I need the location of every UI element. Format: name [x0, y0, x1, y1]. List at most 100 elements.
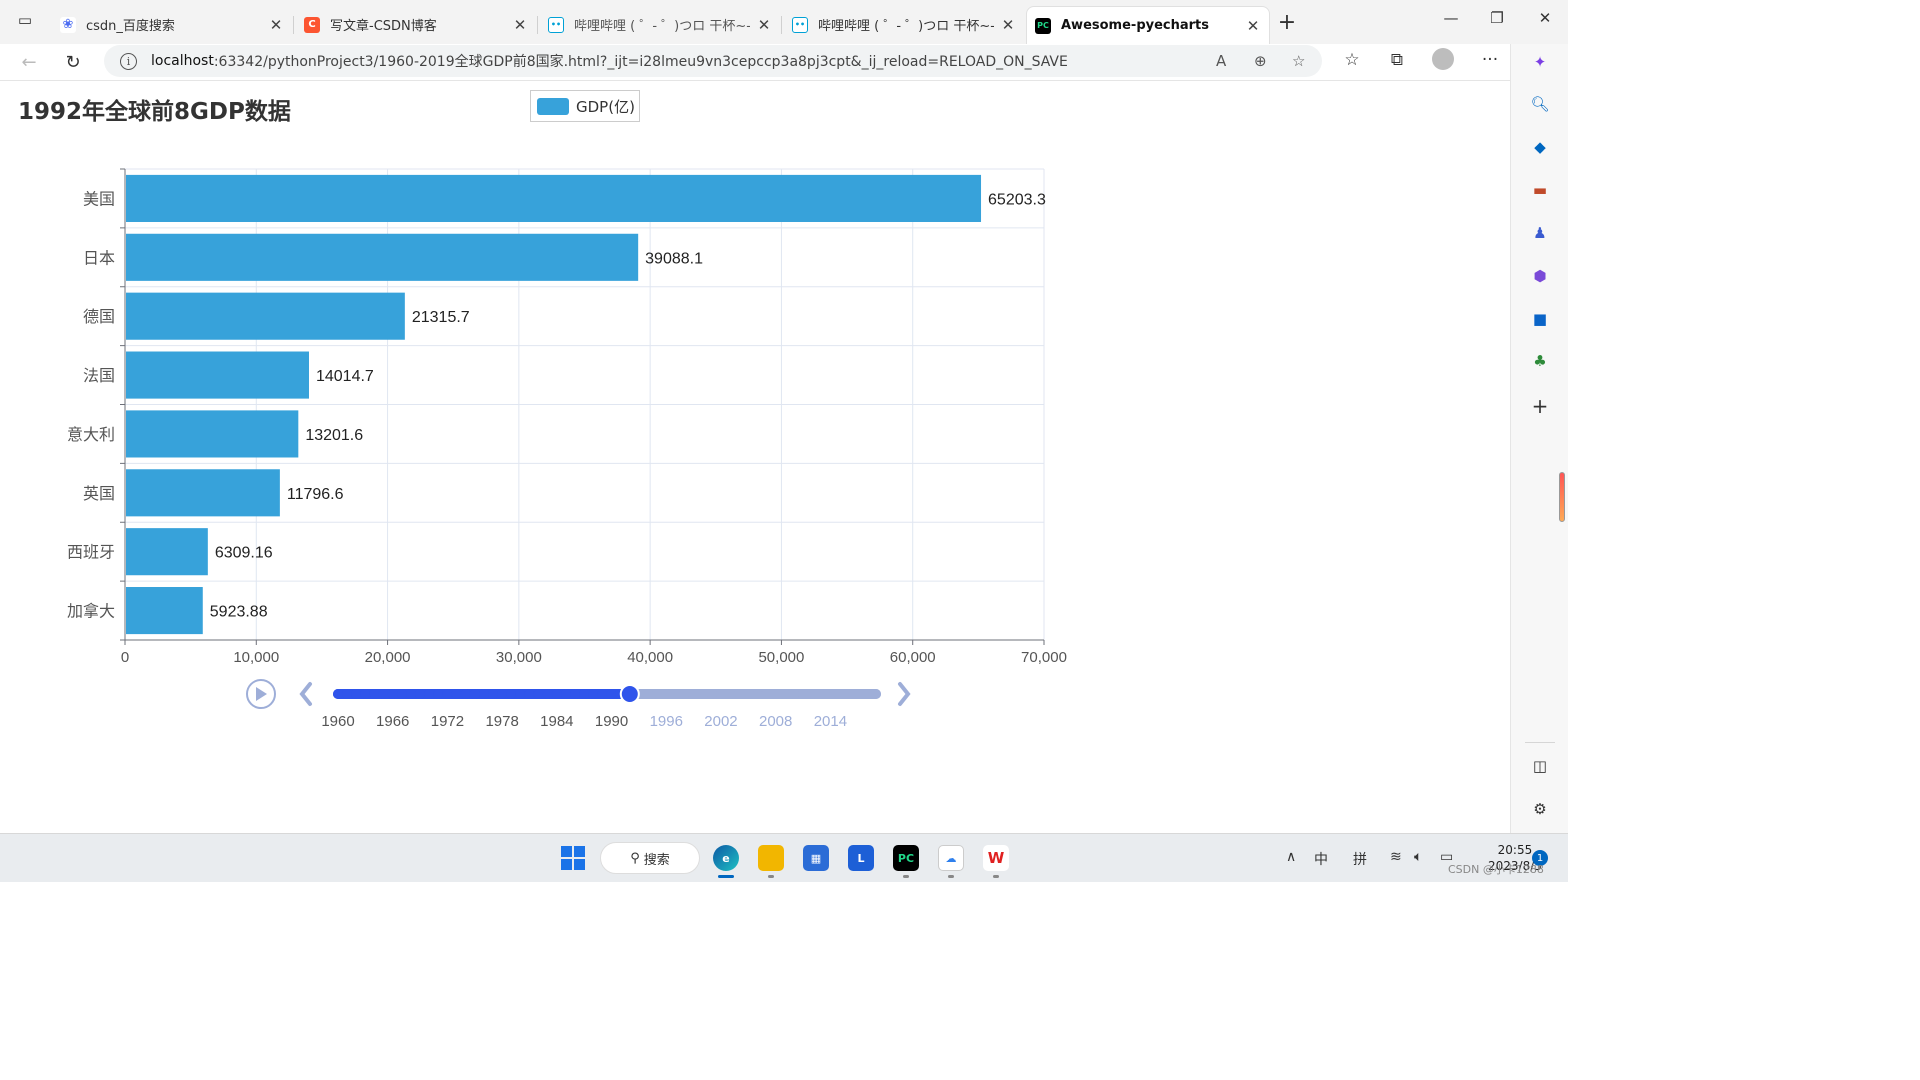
timeline-prev-icon[interactable]	[299, 682, 312, 706]
timeline-year-dot[interactable]	[478, 689, 489, 699]
timeline-year-dot[interactable]	[451, 689, 462, 699]
add-sidebar-app-icon[interactable]: +	[1531, 394, 1549, 418]
timeline-year-dot[interactable]	[752, 689, 763, 699]
timeline-year-dot[interactable]	[861, 689, 872, 699]
timeline-year-dot[interactable]	[816, 689, 827, 699]
bar[interactable]	[126, 469, 280, 517]
bar[interactable]	[126, 410, 299, 458]
timeline-year-dot[interactable]	[515, 689, 526, 699]
add-favorite-icon[interactable]: ☆	[1292, 52, 1306, 70]
refresh-button[interactable]: ↻	[65, 51, 81, 73]
timeline-year-dot[interactable]	[770, 689, 781, 699]
minimize-button[interactable]: —	[1443, 9, 1459, 27]
timeline-year-dot[interactable]	[852, 689, 863, 699]
timeline-year-dot[interactable]	[342, 689, 353, 699]
timeline-year-label[interactable]: 2014	[814, 713, 847, 730]
tab-bilibili-1[interactable]: •• 哔哩哔哩 ( ゜- ゜)つロ 干杯~-bilibili ✕	[540, 8, 780, 41]
timeline-year-dot[interactable]	[661, 689, 672, 699]
timeline-year-dot[interactable]	[652, 689, 663, 699]
timeline-year-dot[interactable]	[670, 689, 681, 699]
zoom-icon[interactable]: ⊕	[1254, 52, 1267, 70]
shopping-tag-icon[interactable]: ◆	[1534, 138, 1546, 156]
timeline-year-dot[interactable]	[715, 689, 726, 699]
timeline-year-dot[interactable]	[396, 689, 407, 699]
timeline-year-dot[interactable]	[469, 689, 480, 699]
timeline-year-dot[interactable]	[460, 689, 471, 699]
baidu-netdisk-icon[interactable]: ☁	[938, 845, 964, 871]
close-window-button[interactable]: ✕	[1538, 9, 1552, 27]
tray-overflow-icon[interactable]: ∧	[1286, 849, 1297, 865]
timeline-year-dot[interactable]	[788, 689, 799, 699]
timeline-year-dot[interactable]	[761, 689, 772, 699]
bar[interactable]	[126, 233, 639, 281]
timeline-year-dot[interactable]	[734, 689, 745, 699]
timeline-year-dot[interactable]	[351, 689, 362, 699]
timeline-year-dot[interactable]	[597, 689, 608, 699]
timeline-next-icon[interactable]	[898, 682, 911, 706]
close-tab-icon[interactable]: ✕	[269, 15, 283, 34]
tab-csdn[interactable]: C 写文章-CSDN博客 ✕	[296, 8, 536, 41]
timeline-year-dot[interactable]	[570, 689, 581, 699]
timeline-year-dot[interactable]	[560, 689, 571, 699]
close-tab-icon[interactable]: ✕	[1246, 16, 1260, 35]
ime-language[interactable]: 中	[1314, 852, 1328, 868]
timeline-year-dot[interactable]	[807, 689, 818, 699]
timeline-year-dot[interactable]	[579, 689, 590, 699]
timeline-year-dot[interactable]	[524, 689, 535, 699]
wifi-icon[interactable]: ≋	[1390, 849, 1402, 865]
system-clock[interactable]: 20:55 2023/8/5	[1488, 842, 1542, 874]
file-explorer-icon[interactable]	[758, 845, 784, 871]
timeline-year-dot[interactable]	[688, 689, 699, 699]
timeline-year-dot[interactable]	[606, 689, 617, 699]
close-tab-icon[interactable]: ✕	[513, 15, 527, 34]
timeline-year-dot[interactable]	[405, 689, 416, 699]
copilot-icon[interactable]: ✦	[1533, 53, 1547, 71]
timeline-year-label[interactable]: 1978	[485, 713, 518, 730]
microsoft365-icon[interactable]: ⬢	[1533, 267, 1547, 285]
windows-start-icon[interactable]	[560, 845, 586, 871]
collections-icon[interactable]: ⧉	[1390, 50, 1404, 70]
bar[interactable]	[126, 587, 203, 635]
tab-awesome-pyecharts[interactable]: PC Awesome-pyecharts ✕	[1026, 6, 1270, 44]
bar[interactable]	[126, 351, 309, 399]
new-tab-button[interactable]: +	[1277, 10, 1297, 35]
timeline-year-dot[interactable]	[706, 689, 717, 699]
battery-icon[interactable]: ▭	[1440, 849, 1454, 865]
address-bar[interactable]: i localhost:63342/pythonProject3/1960-20…	[104, 45, 1322, 77]
edge-browser-icon[interactable]: e	[713, 845, 739, 871]
volume-icon[interactable]: 🔈︎	[1414, 849, 1423, 865]
timeline-year-label[interactable]: 2008	[759, 713, 792, 730]
timeline-year-dot[interactable]	[542, 689, 553, 699]
wps-office-icon[interactable]: W	[983, 845, 1009, 871]
timeline-year-label[interactable]: 1990	[595, 713, 628, 730]
scrollbar-thumb[interactable]	[1559, 472, 1565, 522]
timeline-year-label[interactable]: 1972	[431, 713, 464, 730]
timeline-year-dot[interactable]	[488, 689, 499, 699]
microsoft-store-icon[interactable]: ▦	[803, 845, 829, 871]
timeline-year-label[interactable]: 1984	[540, 713, 573, 730]
settings-gear-icon[interactable]: ⚙	[1533, 800, 1547, 818]
timeline-handle[interactable]	[619, 684, 640, 704]
timeline-year-dot[interactable]	[743, 689, 754, 699]
favorites-icon[interactable]: ☆	[1344, 50, 1360, 70]
lenovo-vantage-icon[interactable]: L	[848, 845, 874, 871]
read-aloud-icon[interactable]: A	[1216, 52, 1227, 70]
timeline-year-dot[interactable]	[533, 689, 544, 699]
timeline-year-dot[interactable]	[415, 689, 426, 699]
timeline-year-dot[interactable]	[697, 689, 708, 699]
games-icon[interactable]: ♟	[1533, 224, 1547, 242]
timeline-year-label[interactable]: 1996	[650, 713, 683, 730]
profile-avatar[interactable]	[1429, 48, 1457, 75]
timeline-year-dot[interactable]	[825, 689, 836, 699]
search-icon[interactable]: 🔍︎	[1530, 95, 1550, 113]
timeline-year-dot[interactable]	[798, 689, 809, 699]
close-tab-icon[interactable]: ✕	[757, 15, 771, 34]
timeline-year-dot[interactable]	[551, 689, 562, 699]
restore-button[interactable]: ❐	[1490, 9, 1504, 27]
tab-baidu[interactable]: ❀ csdn_百度搜索 ✕	[52, 8, 292, 41]
timeline-year-dot[interactable]	[387, 689, 398, 699]
timeline-year-label[interactable]: 1966	[376, 713, 409, 730]
timeline-year-dot[interactable]	[643, 689, 654, 699]
timeline-year-dot[interactable]	[369, 689, 380, 699]
timeline-year-dot[interactable]	[378, 689, 389, 699]
